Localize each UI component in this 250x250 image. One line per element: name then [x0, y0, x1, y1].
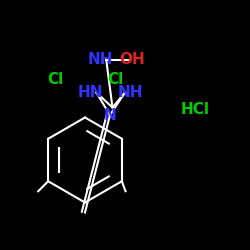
Text: Cl: Cl [107, 72, 123, 88]
Text: HCl: HCl [180, 102, 210, 118]
Text: HN: HN [77, 85, 103, 100]
Text: N: N [104, 108, 117, 122]
Text: NH: NH [117, 85, 143, 100]
Text: Cl: Cl [47, 72, 63, 88]
Text: OH: OH [120, 52, 146, 68]
Text: NH: NH [87, 52, 113, 68]
